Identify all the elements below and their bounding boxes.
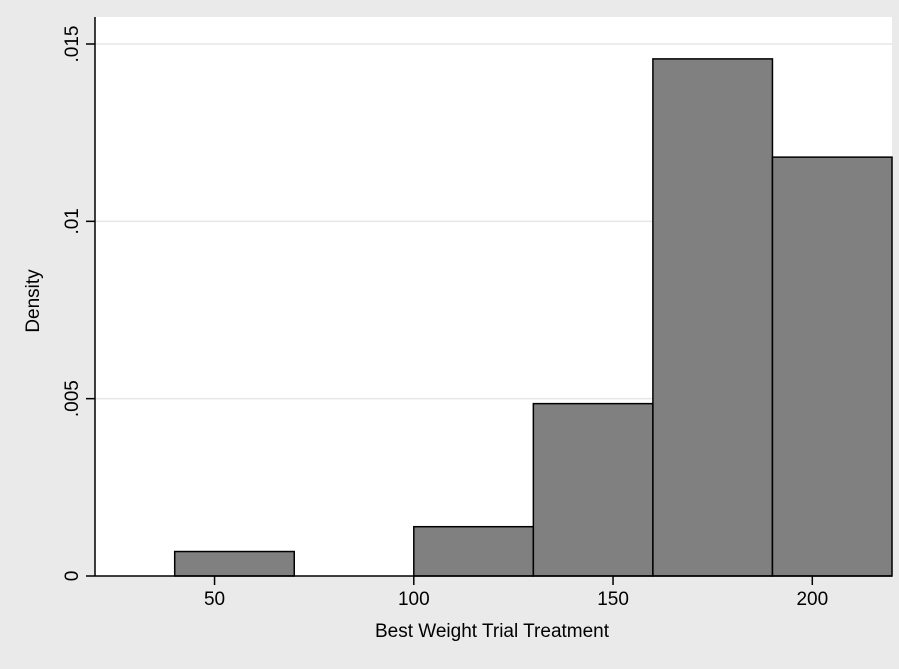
y-tick-label-1: .005 <box>62 380 83 417</box>
histogram-bar-0 <box>173 550 295 577</box>
y-axis-ticks: 0 .005 .01 .015 <box>62 26 95 582</box>
x-tick-label-2: 150 <box>597 589 629 610</box>
y-tick-label-2: .01 <box>62 208 83 234</box>
x-tick-label-1: 100 <box>398 589 430 610</box>
y-tick-label-3: .015 <box>62 26 83 63</box>
histogram-bar-2 <box>413 525 535 577</box>
y-axis-label: Density <box>23 269 44 333</box>
bars <box>173 58 893 577</box>
histogram-bar-3 <box>532 402 654 577</box>
x-tick-label-0: 50 <box>204 589 225 610</box>
histogram-bar-5 <box>771 156 893 577</box>
x-tick-label-3: 200 <box>796 589 828 610</box>
histogram-bar-4 <box>652 58 774 577</box>
x-axis-label: Best Weight Trial Treatment <box>375 621 610 642</box>
y-tick-label-0: 0 <box>62 571 83 582</box>
x-axis-ticks: 50 100 150 200 <box>204 576 828 610</box>
